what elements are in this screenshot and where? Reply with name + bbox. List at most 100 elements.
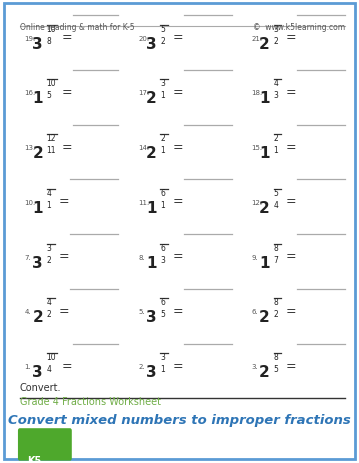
Text: 7.: 7. (24, 254, 31, 260)
Text: 10: 10 (47, 25, 56, 33)
Text: 4: 4 (274, 200, 279, 209)
Text: =: = (286, 304, 297, 317)
Text: 1: 1 (274, 146, 278, 155)
Text: 8: 8 (274, 352, 278, 361)
Text: 2: 2 (32, 146, 43, 161)
Text: 19.: 19. (24, 36, 36, 42)
Text: 13.: 13. (24, 145, 36, 151)
Text: 3: 3 (146, 364, 157, 379)
Text: 2: 2 (259, 37, 270, 51)
Text: Grade 4 Fractions Worksheet: Grade 4 Fractions Worksheet (20, 396, 161, 406)
Text: =: = (59, 195, 70, 208)
Text: 4: 4 (47, 364, 52, 373)
Text: =: = (286, 140, 297, 153)
Text: 1: 1 (160, 200, 165, 209)
Text: Online reading & math for K-5: Online reading & math for K-5 (20, 23, 134, 32)
Text: 8.: 8. (138, 254, 145, 260)
Text: 8: 8 (274, 243, 278, 252)
Text: 1: 1 (160, 364, 165, 373)
Text: 15.: 15. (251, 145, 262, 151)
Text: 17.: 17. (138, 90, 149, 96)
Text: 3: 3 (47, 243, 52, 252)
Text: 5: 5 (274, 188, 279, 197)
Text: 4: 4 (47, 188, 52, 197)
Text: 4.: 4. (24, 309, 31, 315)
Text: 2: 2 (274, 134, 278, 143)
Text: 3: 3 (32, 37, 43, 51)
Text: 1: 1 (259, 146, 270, 161)
Text: Convert mixed numbers to improper fractions: Convert mixed numbers to improper fracti… (8, 413, 351, 426)
Text: 2: 2 (259, 364, 270, 379)
Text: =: = (286, 31, 297, 44)
Text: 3: 3 (160, 255, 165, 264)
Text: 12: 12 (47, 134, 56, 143)
Text: =: = (62, 86, 73, 99)
Text: 3: 3 (274, 91, 279, 100)
Text: 1: 1 (146, 255, 157, 270)
Text: 2: 2 (274, 37, 278, 45)
Text: 6: 6 (160, 243, 165, 252)
Text: 6: 6 (160, 298, 165, 307)
Text: 1: 1 (146, 200, 157, 215)
Text: =: = (59, 250, 70, 263)
Text: 21.: 21. (251, 36, 262, 42)
Text: 1: 1 (32, 91, 43, 106)
Text: =: = (62, 359, 73, 372)
Text: =: = (62, 140, 73, 153)
Text: 1: 1 (160, 91, 165, 100)
Text: =: = (59, 304, 70, 317)
Text: 20.: 20. (138, 36, 149, 42)
Text: 3: 3 (160, 79, 165, 88)
Text: 5.: 5. (138, 309, 145, 315)
Text: Learning: Learning (20, 440, 71, 450)
Text: =: = (173, 304, 183, 317)
Text: 6: 6 (160, 188, 165, 197)
Text: 11: 11 (47, 146, 56, 155)
FancyBboxPatch shape (18, 428, 72, 461)
Text: 2: 2 (160, 134, 165, 143)
Text: =: = (62, 31, 73, 44)
Text: 1: 1 (32, 200, 43, 215)
Text: 2: 2 (146, 146, 157, 161)
Text: =: = (286, 86, 297, 99)
Text: 5: 5 (47, 91, 52, 100)
Text: =: = (286, 250, 297, 263)
Text: 2: 2 (32, 310, 43, 325)
Text: 5: 5 (160, 25, 165, 33)
Text: 5: 5 (160, 310, 165, 319)
Text: 5: 5 (274, 364, 279, 373)
Text: 2: 2 (259, 200, 270, 215)
Text: =: = (173, 140, 183, 153)
Text: ©  www.k5learning.com: © www.k5learning.com (252, 23, 345, 32)
Text: 3.: 3. (251, 363, 258, 369)
Text: 1.: 1. (24, 363, 31, 369)
Text: 12.: 12. (251, 200, 262, 206)
Text: 3: 3 (32, 255, 43, 270)
Text: 3: 3 (32, 364, 43, 379)
Text: 18.: 18. (251, 90, 262, 96)
Text: 1: 1 (47, 200, 51, 209)
Text: =: = (286, 359, 297, 372)
Text: 1: 1 (259, 91, 270, 106)
Text: 16.: 16. (24, 90, 36, 96)
Text: 2: 2 (146, 91, 157, 106)
Text: 2: 2 (274, 310, 278, 319)
Text: Convert.: Convert. (20, 382, 61, 392)
Text: 1: 1 (160, 146, 165, 155)
Text: 4: 4 (47, 298, 52, 307)
Text: 10: 10 (47, 79, 56, 88)
Text: 2: 2 (160, 37, 165, 45)
Text: 1: 1 (259, 255, 270, 270)
Text: 10: 10 (47, 352, 56, 361)
Text: 2: 2 (47, 310, 51, 319)
Text: 2: 2 (259, 310, 270, 325)
Text: =: = (173, 359, 183, 372)
Text: 3: 3 (146, 37, 157, 51)
Text: =: = (173, 250, 183, 263)
Text: 2.: 2. (138, 363, 145, 369)
Text: 14.: 14. (138, 145, 149, 151)
Text: =: = (173, 86, 183, 99)
Text: 3: 3 (160, 352, 165, 361)
Text: 8: 8 (274, 298, 278, 307)
Text: 10.: 10. (24, 200, 36, 206)
